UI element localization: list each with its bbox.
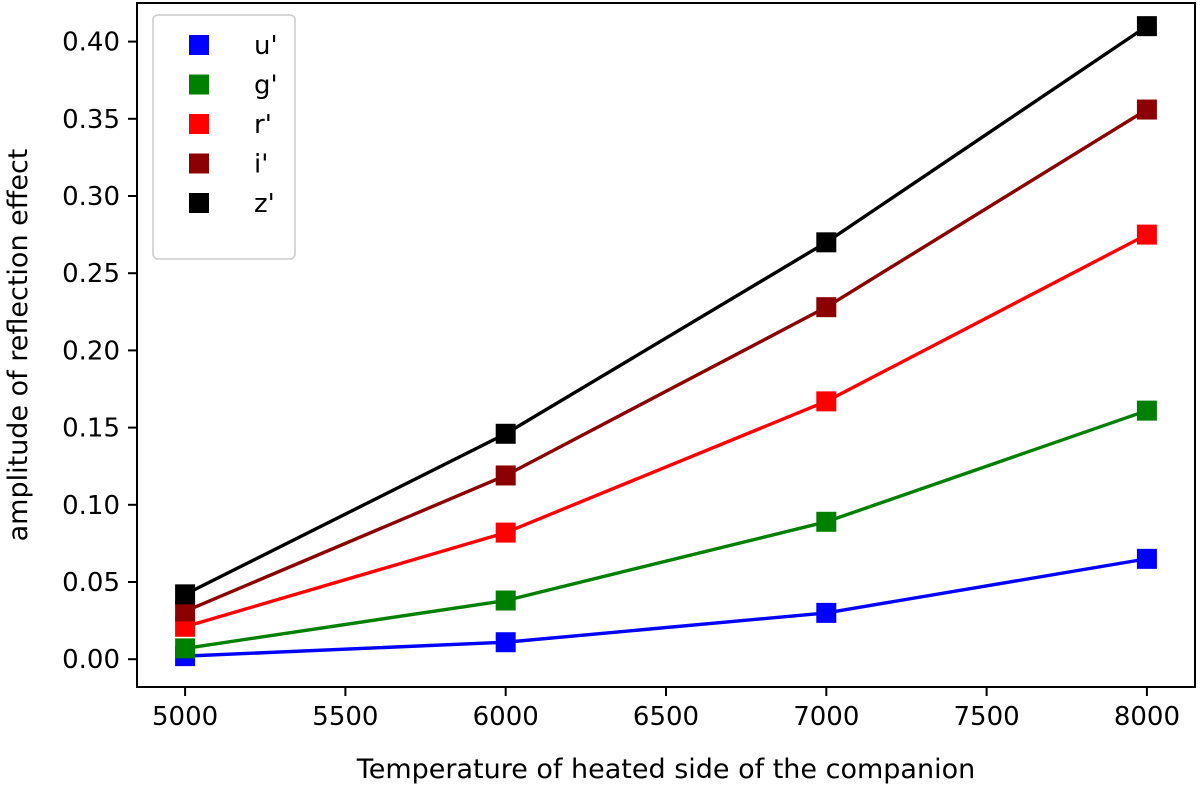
legend-swatch [189,74,209,95]
x-tick-label: 5500 [312,702,378,732]
y-tick-label: 0.25 [62,259,120,289]
series-line [184,24,1148,596]
data-point [1136,224,1157,245]
legend-item: r' [189,110,272,140]
x-axis-title: Temperature of heated side of the compan… [356,754,975,785]
data-point [1136,16,1157,37]
data-point [816,297,837,318]
x-axis: 5000 5500 6000 6500 7000 7500 8000 [152,687,1180,732]
x-tick-label: 7500 [954,702,1020,732]
x-tick-label: 6000 [473,702,539,732]
legend-label: g' [254,71,278,101]
legend-box [152,14,296,260]
series-line [184,108,1148,613]
data-point [175,601,196,622]
data-point [816,232,837,253]
legend-swatch [189,193,209,213]
legend-swatch [189,35,209,55]
legend-label: i' [254,150,268,180]
legend-item: i' [189,150,268,180]
data-point [495,522,516,543]
data-point [495,590,516,611]
legend: u' g' r' i' z' [152,14,296,260]
data-point [175,616,196,637]
y-tick-label: 0.10 [62,491,120,521]
data-point [816,391,837,412]
series-4 [175,99,1157,622]
data-point [175,584,196,605]
series-line [184,409,1148,651]
legend-item: u' [189,31,278,61]
y-axis: 0.00 0.05 0.10 0.15 0.20 0.25 0.30 0.35 0.40 [62,28,137,675]
series-line [185,557,1148,658]
y-tick-label: 0.05 [62,568,120,598]
y-tick-label: 0.40 [62,28,120,58]
legend-label: r' [254,110,272,140]
x-tick-label: 8000 [1114,702,1180,732]
data-point [816,511,837,532]
series-3 [175,224,1157,637]
legend-label: z' [254,189,275,219]
x-tick-label: 7000 [793,702,859,732]
y-tick-label: 0.30 [62,182,120,212]
series-layer [175,16,1157,667]
legend-label: u' [254,31,278,61]
legend-swatch [189,153,209,174]
series-5 [175,16,1157,605]
data-point [495,465,516,486]
data-point [1136,548,1157,569]
series-line [184,233,1148,629]
x-tick-label: 6500 [633,702,699,732]
y-tick-label: 0.15 [62,414,120,444]
data-point [1136,99,1157,120]
series-2 [175,400,1157,659]
data-point [495,632,516,653]
legend-swatch [189,114,209,134]
y-tick-label: 0.35 [62,105,120,135]
y-axis-title: amplitude of reflection effect [3,149,34,542]
data-point [175,638,196,659]
y-tick-label: 0.00 [62,645,120,675]
legend-item: g' [189,71,278,101]
data-point [495,423,516,444]
data-point [1136,400,1157,421]
y-tick-label: 0.20 [62,336,120,366]
legend-item: z' [189,189,275,219]
x-tick-label: 5000 [152,702,218,732]
data-point [816,602,837,623]
